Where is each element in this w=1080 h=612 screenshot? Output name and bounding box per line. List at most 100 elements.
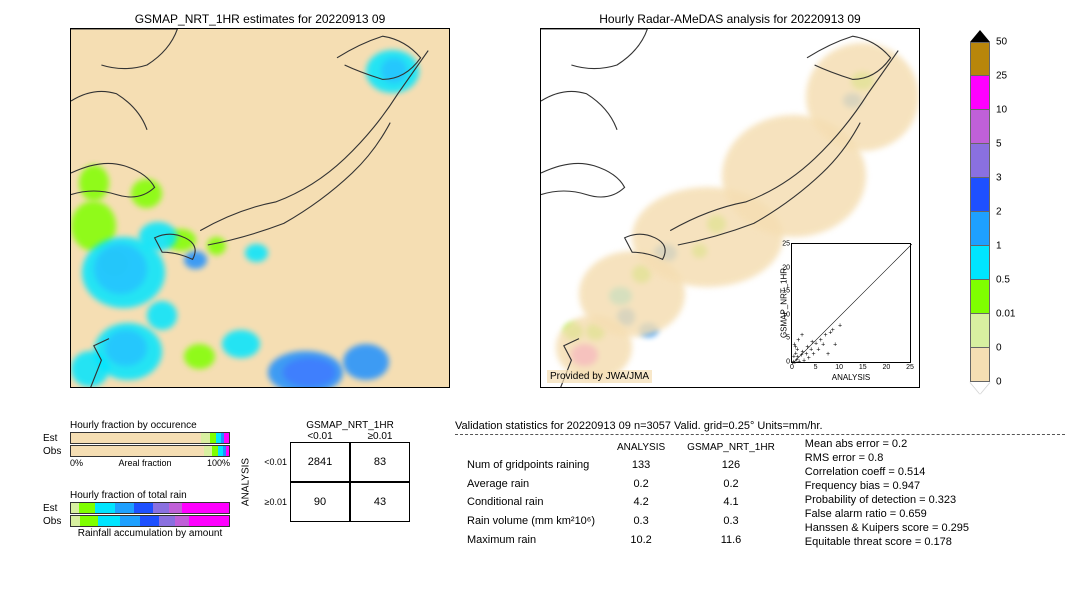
svg-text:+: + <box>800 332 804 339</box>
stats-cell: 133 <box>607 457 675 474</box>
fraction-segment <box>226 446 229 456</box>
fraction-segment <box>224 433 229 443</box>
stats-row: Average rain0.20.2 <box>457 476 785 493</box>
fraction-row-label: Obs <box>43 446 61 457</box>
stats-header-cell <box>457 440 605 455</box>
colorbar-label: 10 <box>996 105 1007 116</box>
ct-cell-11: 43 <box>350 482 410 522</box>
colorbar-arrow-bottom <box>970 382 990 394</box>
fraction-bar: Est <box>70 502 230 514</box>
stats-cell: 0.2 <box>677 476 785 493</box>
xtick: 145°E <box>367 387 394 388</box>
xtick: 145°E <box>837 387 864 388</box>
fraction-segment <box>71 503 79 513</box>
left-map: 45°N40°N35°N30°N25°N125°E130°E135°E140°E… <box>70 28 450 388</box>
stats-cell: 0.3 <box>677 513 785 530</box>
fraction-bar: Obs <box>70 445 230 457</box>
colorbar-segment <box>970 280 990 314</box>
right-map-panel: Hourly Radar-AMeDAS analysis for 2022091… <box>540 12 920 388</box>
colorbar-label: 0.5 <box>996 275 1010 286</box>
stats-metric: RMS error = 0.8 <box>805 452 969 464</box>
scatter-ytick: 25 <box>782 241 790 248</box>
fraction-segment <box>71 433 201 443</box>
stats-metrics: Mean abs error = 0.2RMS error = 0.8Corre… <box>805 438 969 550</box>
stats-metric: Frequency bias = 0.947 <box>805 480 969 492</box>
frac1-axis: 0% Areal fraction 100% <box>70 458 230 468</box>
frac1-axis-center: Areal fraction <box>118 458 171 468</box>
left-map-panel: GSMAP_NRT_1HR estimates for 20220913 09 … <box>70 12 450 388</box>
fraction-segment <box>71 516 80 526</box>
stats-metric: Probability of detection = 0.323 <box>805 494 969 506</box>
scatter-ytick: 20 <box>782 264 790 271</box>
stats-cell: 0.2 <box>607 476 675 493</box>
ct-row-label-0: <0.01 <box>260 442 290 482</box>
fraction-segment <box>120 516 141 526</box>
left-map-title: GSMAP_NRT_1HR estimates for 20220913 09 <box>70 12 450 26</box>
map-attribution: Provided by JWA/JMA <box>547 370 652 383</box>
stats-metric: False alarm ratio = 0.659 <box>805 508 969 520</box>
scatter-xtick: 25 <box>906 364 914 371</box>
scatter-yticks: 0510152025 <box>778 244 790 362</box>
fraction-occurrence-panel: Hourly fraction by occurence EstObs 0% A… <box>70 420 230 468</box>
stats-cell: Rain volume (mm km²10⁶) <box>457 513 605 530</box>
stats-cell: 10.2 <box>607 531 675 548</box>
xtick: 140°E <box>769 387 796 388</box>
stats-row: Conditional rain4.24.1 <box>457 494 785 511</box>
fraction-segment <box>175 516 189 526</box>
scatter-ytick: 5 <box>786 335 790 342</box>
scatter-xlabel: ANALYSIS <box>832 373 871 382</box>
colorbar-segment <box>970 246 990 280</box>
colorbar-segment <box>970 144 990 178</box>
fraction-segment <box>182 503 229 513</box>
svg-text:+: + <box>807 355 811 362</box>
colorbar-segment <box>970 212 990 246</box>
colorbar-segment <box>970 348 990 382</box>
xtick: 125°E <box>95 387 122 388</box>
svg-text:+: + <box>812 351 816 358</box>
stats-row: Maximum rain10.211.6 <box>457 531 785 548</box>
frac1-title: Hourly fraction by occurence <box>70 420 230 431</box>
scatter-inset: +++++++++++++++++++++++++++++++ GSMAP_NR… <box>791 243 911 363</box>
fraction-segment <box>115 503 134 513</box>
fraction-segment <box>71 446 204 456</box>
contingency-table: GSMAP_NRT_1HR <0.01 ≥0.01 ANALYSIS <0.01… <box>260 420 410 522</box>
scatter-xticks: 0510152025 <box>792 364 910 372</box>
scatter-plot: +++++++++++++++++++++++++++++++ <box>792 244 912 364</box>
fraction-segment <box>80 516 97 526</box>
stats-table: ANALYSISGSMAP_NRT_1HR Num of gridpoints … <box>455 438 787 550</box>
fraction-row-label: Est <box>43 503 57 514</box>
frac1-axis-right: 100% <box>207 458 230 468</box>
fraction-segment <box>189 516 229 526</box>
coastline-left <box>71 29 450 388</box>
right-map: Provided by JWA/JMA ++++++++++++++++++++… <box>540 28 920 388</box>
fraction-segment <box>201 433 210 443</box>
svg-text:+: + <box>824 332 828 339</box>
scatter-xtick: 15 <box>859 364 867 371</box>
ct-row-label-1: ≥0.01 <box>260 482 290 522</box>
stats-panel: Validation statistics for 20220913 09 n=… <box>455 420 1065 550</box>
ct-row-header: ANALYSIS <box>241 458 252 506</box>
stats-metric: Mean abs error = 0.2 <box>805 438 969 450</box>
fraction-segment <box>169 503 182 513</box>
colorbar-label: 0.01 <box>996 309 1015 320</box>
xtick: 135°E <box>231 387 258 388</box>
colorbar-label: 25 <box>996 71 1007 82</box>
xtick: 125°E <box>565 387 592 388</box>
stats-header: Validation statistics for 20220913 09 n=… <box>455 420 1065 435</box>
colorbar-segment <box>970 76 990 110</box>
fraction-row-label: Obs <box>43 516 61 527</box>
scatter-xtick: 20 <box>882 364 890 371</box>
colorbar-label: 5 <box>996 139 1002 150</box>
stats-cell: Num of gridpoints raining <box>457 457 605 474</box>
fraction-segment <box>134 503 153 513</box>
svg-text:+: + <box>838 322 842 329</box>
fraction-bar: Obs <box>70 515 230 527</box>
stats-header-cell: GSMAP_NRT_1HR <box>677 440 785 455</box>
svg-text:+: + <box>821 342 825 349</box>
scatter-ytick: 0 <box>786 359 790 366</box>
colorbar-label: 1 <box>996 241 1002 252</box>
scatter-xtick: 5 <box>814 364 818 371</box>
fraction-segment <box>153 503 169 513</box>
fraction-segment <box>79 503 95 513</box>
svg-text:+: + <box>831 327 835 334</box>
